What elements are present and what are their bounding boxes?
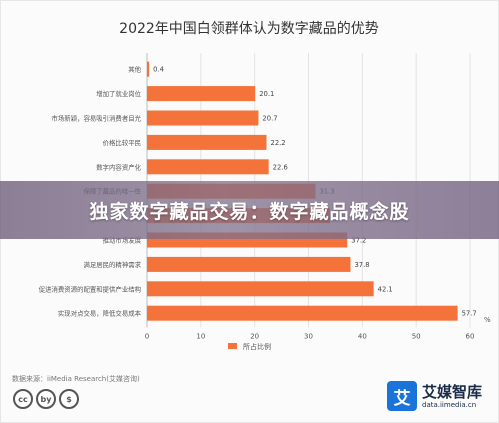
x-tick-label: 50 [412,332,421,340]
x-tick-label: 60 [466,332,475,340]
bar [147,305,458,321]
overlay-banner: 独家数字藏品交易：数字藏品概念股 [0,181,499,239]
data-label: 37.2 [351,237,366,245]
category-label: 数字内容资产化 [96,162,141,171]
data-label: 42.1 [378,285,393,293]
brand-name: 艾媒智库 [422,382,483,401]
noncommercial-icon: $ [59,389,79,409]
legend: 所占比例 [228,342,271,351]
bar [147,110,259,126]
data-source: 数据来源：iiMedia Research(艾媒咨询) [12,375,140,383]
data-label: 57.7 [462,310,477,318]
ticks-layer: 0 10 20 30 40 50 60 [145,332,475,340]
data-label: 37.8 [354,261,369,269]
bar [147,256,351,272]
bar [147,61,150,77]
license-badges: cc by $ [13,389,79,409]
x-tick-label: 0 [145,332,149,340]
bar [147,281,374,297]
category-label: 满足居民的精神需求 [83,260,141,269]
category-label: 市场新颖，容易吸引消费者目光 [52,114,142,123]
category-label: 推动市场发展 [103,236,142,245]
category-label: 价格比较平民 [103,138,141,147]
legend-label: 所占比例 [243,342,271,351]
bar [147,134,267,150]
brand-block: 艾 艾媒智库 data.iimedia.cn [387,381,482,411]
attribution-icon: by [36,389,56,409]
data-label: 0.4 [153,66,164,74]
cc-license-icon: cc [13,389,33,409]
data-label: 20.7 [262,115,277,123]
brand-url: data.iimedia.cn [422,400,477,409]
data-label: 20.1 [259,90,274,98]
category-label: 实现对点交易，降低交易成本 [58,309,142,318]
data-label: 22.2 [271,139,286,147]
category-label: 增加了就业岗位 [96,89,141,98]
brand-logo-icon: 艾 [387,381,417,411]
chart-title: 2022年中国白领群体认为数字藏品的优势 [119,21,379,37]
category-label: 促进消费资源的配置和提供产业结构 [39,284,141,293]
category-label: 其他 [128,65,141,74]
x-tick-label: 30 [304,332,313,340]
data-label: 22.6 [273,163,288,171]
banner-text: 独家数字藏品交易：数字藏品概念股 [89,200,410,223]
x-tick-label: 20 [250,332,259,340]
bar [147,159,269,175]
x-tick-label: 40 [358,332,367,340]
legend-swatch [228,343,237,349]
x-axis-unit-label: % [484,316,491,324]
x-tick-label: 10 [196,332,205,340]
bar [147,86,256,102]
